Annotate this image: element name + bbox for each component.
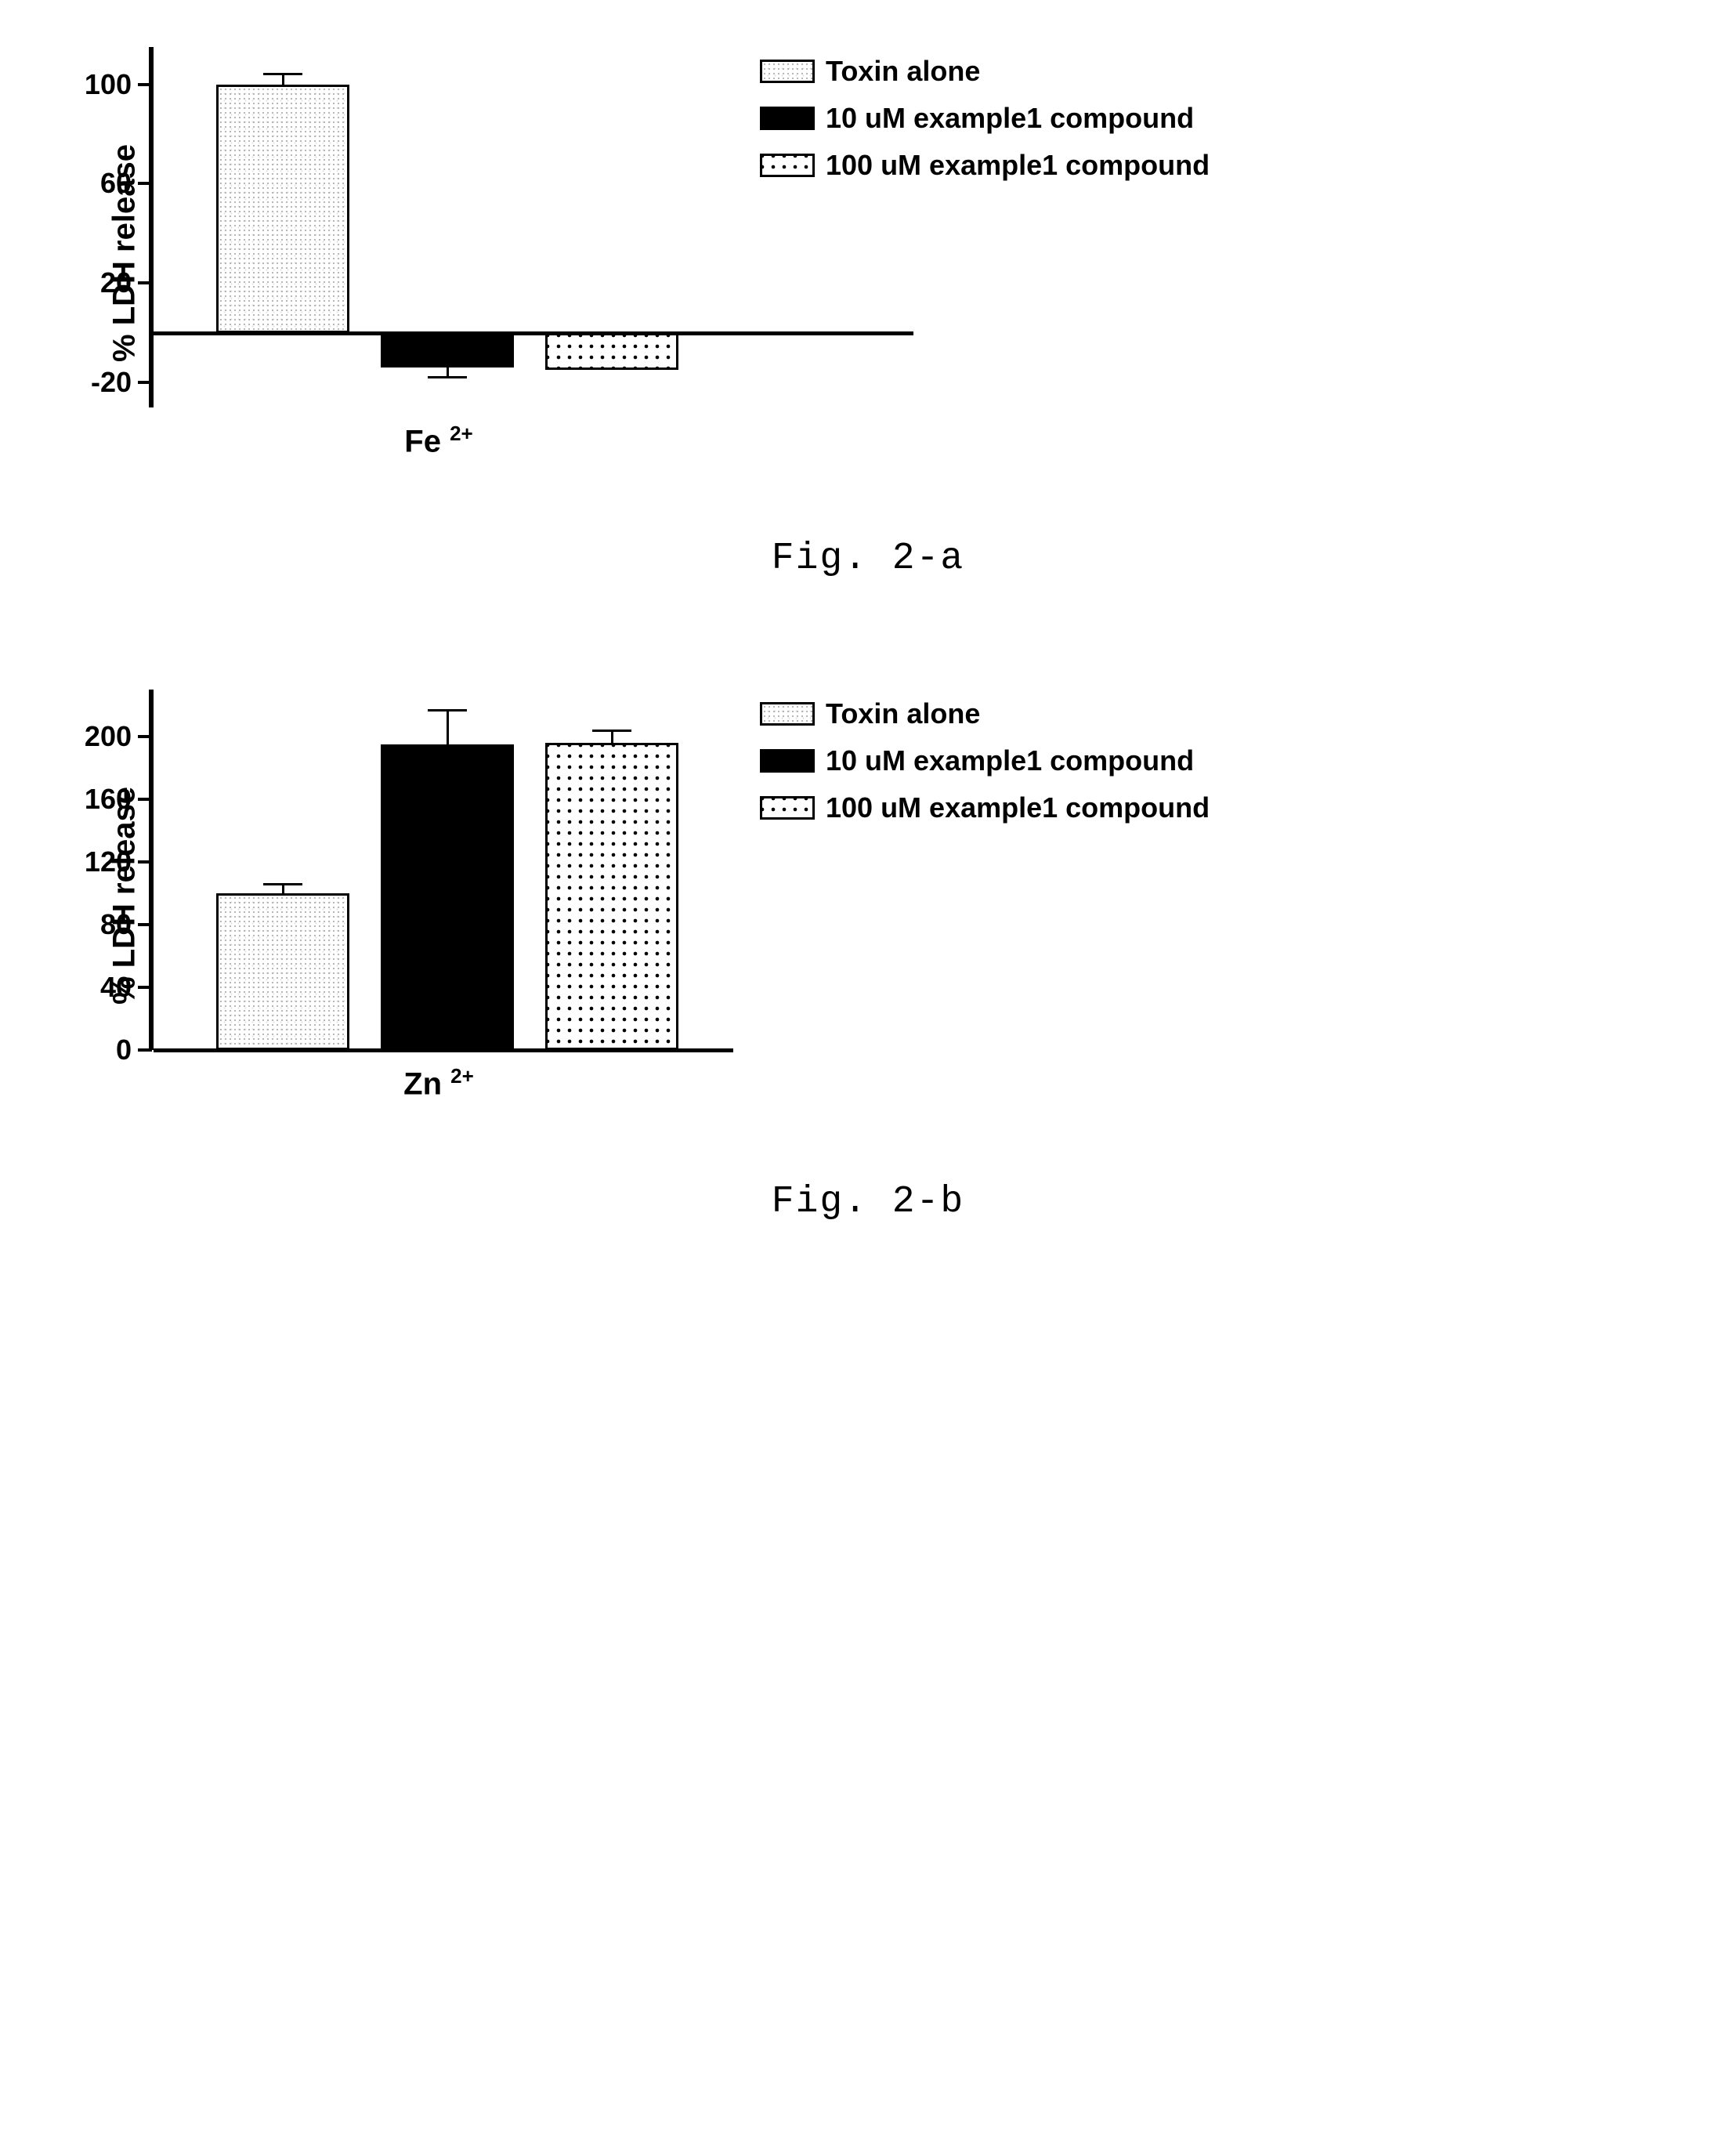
bar-chart: % LDH release04080120160200Zn 2+ bbox=[63, 690, 729, 1102]
y-tick-mark bbox=[138, 735, 152, 738]
legend-item: Toxin alone bbox=[760, 55, 1210, 88]
y-tick: 20 bbox=[138, 281, 152, 284]
y-tick-label: 60 bbox=[100, 167, 132, 200]
error-bar-stem bbox=[611, 730, 613, 743]
error-bar-cap bbox=[263, 883, 302, 885]
bar-toxin-alone bbox=[216, 893, 349, 1050]
error-bar-cap bbox=[428, 376, 467, 378]
plot-area: 04080120160200 bbox=[149, 690, 729, 1050]
y-tick-mark bbox=[138, 1048, 152, 1052]
x-axis-label: Zn 2+ bbox=[149, 1064, 729, 1102]
error-bar-stem bbox=[282, 74, 284, 85]
error-bar-stem bbox=[282, 884, 284, 893]
legend-swatch bbox=[760, 796, 815, 820]
y-tick-label: 160 bbox=[85, 783, 132, 816]
y-tick-label: 200 bbox=[85, 720, 132, 753]
y-tick: 80 bbox=[138, 923, 152, 926]
chart-legend-row: % LDH release04080120160200Zn 2+Toxin al… bbox=[63, 690, 1673, 1102]
figure-block: % LDH release04080120160200Zn 2+Toxin al… bbox=[63, 690, 1673, 1222]
y-tick: 60 bbox=[138, 182, 152, 185]
legend-item: 100 uM example1 compound bbox=[760, 791, 1210, 824]
legend: Toxin alone 10 uM example1 compound 100 uM… bbox=[760, 55, 1210, 182]
y-tick-label: 120 bbox=[85, 845, 132, 878]
legend-label: 10 uM example1 compound bbox=[826, 744, 1194, 777]
bar-toxin-alone bbox=[216, 85, 349, 333]
y-tick-mark bbox=[138, 860, 152, 864]
legend-label: Toxin alone bbox=[826, 697, 980, 730]
y-tick-mark bbox=[138, 281, 152, 284]
y-tick: 160 bbox=[138, 798, 152, 801]
y-tick-label: 80 bbox=[100, 908, 132, 941]
chart-legend-row: % LDH release-202060100Fe 2+Toxin alone1… bbox=[63, 47, 1673, 459]
y-tick-label: 20 bbox=[100, 266, 132, 299]
legend-label: 100 uM example1 compound bbox=[826, 791, 1210, 824]
error-bar-cap bbox=[263, 73, 302, 75]
legend-item: 10 uM example1 compound bbox=[760, 102, 1210, 135]
y-tick-mark bbox=[138, 83, 152, 86]
figure-caption: Fig. 2-a bbox=[63, 538, 1673, 580]
y-tick-mark bbox=[138, 381, 152, 384]
y-tick: -20 bbox=[138, 381, 152, 384]
figure-caption: Fig. 2-b bbox=[63, 1181, 1673, 1223]
legend-label: 100 uM example1 compound bbox=[826, 149, 1210, 182]
y-tick-mark bbox=[138, 986, 152, 989]
legend-swatch bbox=[760, 154, 815, 177]
bar-chart: % LDH release-202060100Fe 2+ bbox=[63, 47, 729, 459]
y-tick-mark bbox=[138, 798, 152, 801]
y-tick: 200 bbox=[138, 735, 152, 738]
y-tick-mark bbox=[138, 182, 152, 185]
y-tick-label: 40 bbox=[100, 971, 132, 1004]
legend-item: 10 uM example1 compound bbox=[760, 744, 1210, 777]
legend-label: Toxin alone bbox=[826, 55, 980, 88]
error-bar-stem bbox=[447, 710, 449, 744]
y-tick-label: -20 bbox=[91, 366, 132, 399]
error-bar-cap bbox=[592, 730, 631, 732]
y-tick-label: 100 bbox=[85, 68, 132, 101]
legend-item: Toxin alone bbox=[760, 697, 1210, 730]
figure-block: % LDH release-202060100Fe 2+Toxin alone1… bbox=[63, 47, 1673, 580]
y-tick: 0 bbox=[138, 1048, 152, 1052]
y-tick: 120 bbox=[138, 860, 152, 864]
plot-area: -202060100 bbox=[149, 47, 729, 407]
bar-compound-10um bbox=[381, 744, 514, 1050]
y-tick: 100 bbox=[138, 83, 152, 86]
legend: Toxin alone 10 uM example1 compound 100 uM… bbox=[760, 697, 1210, 824]
y-tick-label: 0 bbox=[116, 1034, 132, 1066]
legend-swatch bbox=[760, 60, 815, 83]
y-tick-mark bbox=[138, 923, 152, 926]
legend-label: 10 uM example1 compound bbox=[826, 102, 1194, 135]
legend-swatch bbox=[760, 749, 815, 773]
legend-item: 100 uM example1 compound bbox=[760, 149, 1210, 182]
bar-compound-10um bbox=[381, 333, 514, 368]
x-axis-label: Fe 2+ bbox=[149, 422, 729, 459]
legend-swatch bbox=[760, 702, 815, 726]
bar-compound-100um bbox=[545, 333, 678, 371]
legend-swatch bbox=[760, 107, 815, 130]
y-tick: 40 bbox=[138, 986, 152, 989]
error-bar-cap bbox=[428, 709, 467, 711]
bar-compound-100um bbox=[545, 743, 678, 1050]
